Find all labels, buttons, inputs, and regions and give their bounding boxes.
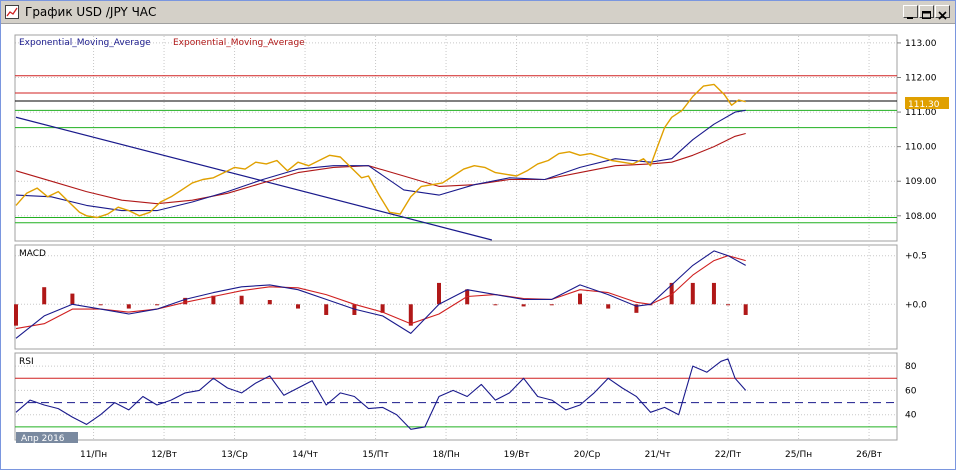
y-tick-label: +0.5 bbox=[905, 252, 927, 262]
grid bbox=[15, 36, 897, 439]
horizontal-lines bbox=[15, 75, 897, 428]
macd-hist-bar bbox=[578, 293, 582, 305]
chart-app-icon bbox=[5, 5, 19, 19]
macd-hist-bar bbox=[711, 282, 716, 305]
x-tick-label: 15/Пт bbox=[362, 450, 389, 460]
macd-hist-bar bbox=[126, 304, 131, 309]
macd-hist-bar bbox=[437, 282, 441, 305]
minimize-icon bbox=[907, 17, 913, 19]
period-label: Апр 2016 bbox=[21, 434, 65, 444]
legend-ema-slow: Exponential_Moving_Average bbox=[173, 38, 305, 48]
macd-line bbox=[15, 250, 746, 339]
axes: 11/Пн 12/Вт 13/Ср 14/Чт 15/Пт 18/Пн 19/Вт 20/Ср… bbox=[80, 39, 937, 460]
macd-hist-bar bbox=[743, 304, 748, 315]
minimize-button[interactable] bbox=[903, 5, 918, 19]
macd-hist-bar bbox=[408, 304, 413, 326]
last-price-label: 111.30 bbox=[908, 100, 940, 110]
y-tick-label: 108.00 bbox=[905, 212, 937, 222]
macd-hist-bar bbox=[493, 304, 498, 306]
maximize-button[interactable] bbox=[919, 5, 934, 19]
macd-hist-bar bbox=[521, 304, 526, 307]
x-tick-label: 25/Пн bbox=[785, 450, 812, 460]
price-line bbox=[15, 83, 746, 219]
title-bar[interactable]: График USD /JPY ЧАС bbox=[1, 1, 955, 24]
legend-ema-fast: Exponential_Moving_Average bbox=[19, 38, 151, 48]
window-title: График USD /JPY ЧАС bbox=[25, 5, 157, 19]
macd-hist-bar bbox=[155, 304, 159, 306]
macd-label: MACD bbox=[19, 249, 46, 259]
macd-hist-bar bbox=[98, 304, 103, 306]
y-tick-label: +0.0 bbox=[905, 300, 927, 310]
ema-slow-line bbox=[15, 132, 746, 205]
macd-hist-bar bbox=[380, 304, 385, 313]
x-tick-label: 20/Ср bbox=[574, 450, 601, 460]
x-tick-label: 14/Чт bbox=[292, 450, 318, 460]
macd-hist-bar bbox=[183, 297, 188, 305]
main-panel-frame bbox=[14, 34, 898, 242]
macd-panel-frame bbox=[14, 244, 898, 350]
macd-hist-bar bbox=[239, 295, 244, 305]
maximize-icon bbox=[922, 11, 931, 19]
close-icon bbox=[938, 11, 947, 20]
macd-hist-bar bbox=[70, 293, 75, 305]
macd-signal-line bbox=[15, 255, 746, 330]
close-button[interactable] bbox=[935, 5, 950, 20]
trendline bbox=[15, 116, 493, 241]
x-tick-label: 18/Пн bbox=[432, 450, 459, 460]
y-tick-label: 113.00 bbox=[905, 39, 937, 49]
macd-hist-bar bbox=[549, 304, 554, 306]
x-tick-label: 19/Вт bbox=[504, 450, 530, 460]
rsi-label: RSI bbox=[19, 357, 34, 367]
rsi-line bbox=[15, 358, 747, 430]
y-tick-label: 109.00 bbox=[905, 177, 937, 187]
x-tick-label: 26/Вт bbox=[856, 450, 882, 460]
macd-hist-bar bbox=[634, 304, 639, 313]
y-tick-label: 111.00 bbox=[905, 108, 937, 118]
macd-hist-bar bbox=[296, 304, 300, 309]
ema-fast-line bbox=[15, 109, 746, 212]
macd-hist-bar bbox=[324, 304, 329, 315]
macd-hist-bar bbox=[690, 282, 695, 305]
x-tick-label: 13/Ср bbox=[221, 450, 248, 460]
x-tick-label: 22/Пт bbox=[715, 450, 742, 460]
y-tick-label: 110.00 bbox=[905, 143, 937, 153]
x-tick-label: 12/Вт bbox=[151, 450, 177, 460]
rsi-panel-frame bbox=[14, 352, 898, 441]
macd-hist-bar bbox=[726, 304, 731, 306]
period-label-box bbox=[16, 432, 78, 443]
y-tick-label: 80 bbox=[905, 362, 917, 372]
series bbox=[14, 83, 748, 430]
y-tick-label: 40 bbox=[905, 411, 917, 421]
macd-hist-bar bbox=[267, 300, 272, 305]
x-tick-label: 11/Пн bbox=[80, 450, 107, 460]
x-tick-label: 21/Чт bbox=[645, 450, 671, 460]
macd-hist-bar bbox=[211, 295, 216, 305]
macd-hist-bar bbox=[42, 287, 47, 305]
macd-hist-bar bbox=[606, 304, 611, 309]
macd-hist-bar bbox=[14, 304, 18, 326]
macd-hist-bar bbox=[669, 282, 674, 305]
y-tick-label: 112.00 bbox=[905, 73, 937, 83]
y-tick-label: 60 bbox=[905, 386, 917, 396]
chart-canvas[interactable]: 11/Пн 12/Вт 13/Ср 14/Чт 15/Пт 18/Пн 19/Вт 20/Ср… bbox=[1, 24, 955, 469]
last-price-tag bbox=[905, 97, 949, 109]
